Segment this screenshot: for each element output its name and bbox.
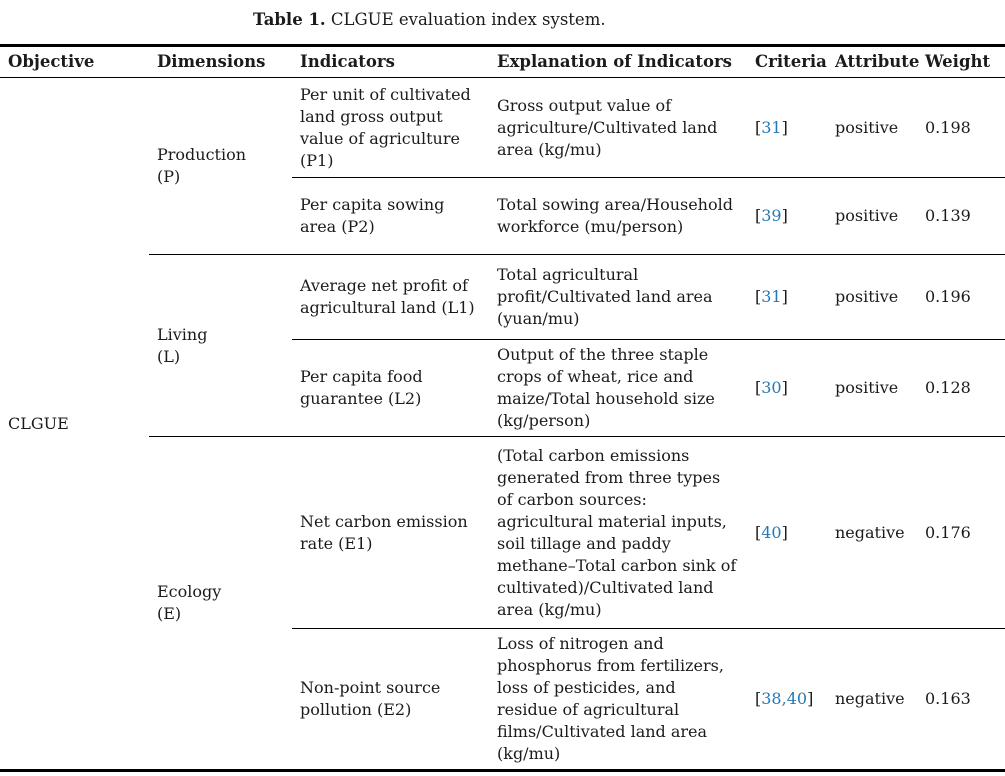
table-row-l1: Living (L) Average net profit of agricul… [0,254,1005,437]
column-header-attribute: Attribute [827,45,919,78]
header-row: Objective Dimensions Indicators Explanat… [0,45,1005,78]
criteria-cell: [38,40] [747,628,827,771]
evaluation-index-table: Objective Dimensions Indicators Explanat… [0,44,1005,772]
citation-link[interactable]: 31 [761,117,782,137]
bracket-open: [ [755,689,762,708]
attribute-cell: negative [827,436,917,629]
weight-cell: 0.163 [917,628,1005,771]
weight-cell: 0.139 [917,177,1005,255]
bracket-close: ] [781,378,788,397]
bracket-close: ] [781,522,788,542]
indicator-cell: Non-point source pollution (E2) [292,628,489,771]
column-header-explanation: Explanation of Indicators [489,45,747,78]
explanation-cell: Total agricultural profit/Cultivated lan… [489,254,747,340]
attribute-cell: negative [827,628,917,771]
dimension-cell-ecology: Ecology (E) [149,436,292,771]
citation-link[interactable]: 31 [761,287,782,306]
bracket-close: ] [807,689,814,708]
table-caption-label: Table 1. [253,10,326,29]
bracket-open: [ [755,206,762,225]
bracket-open: [ [755,378,762,397]
criteria-cell: [39] [747,177,827,255]
table-caption: Table 1. CLGUE evaluation index system. [253,9,606,31]
table-row-e2: Non-point source pollution (E2) Loss of … [0,628,1005,771]
weight-cell: 0.196 [917,254,1005,340]
bracket-close: ] [781,287,788,306]
explanation-cell: Output of the three staple crops of whea… [489,339,747,437]
indicator-cell: Per capita food guarantee (L2) [292,339,489,437]
dimension-cell-production: Production (P) [157,145,247,186]
criteria-cell: [40] [747,436,827,629]
attribute-cell: positive [827,254,917,340]
indicator-cell: Per unit of cultivated land gross output… [300,84,471,170]
explanation-cell: Gross output value of agriculture/Cultiv… [497,95,718,159]
weight-cell: 0.176 [917,436,1005,629]
bracket-close: ] [781,117,788,137]
bracket-open: [ [755,522,762,542]
citation-link[interactable]: 40 [761,522,782,542]
table-caption-text: CLGUE evaluation index system. [330,10,606,29]
citation-link[interactable]: 30 [761,378,782,397]
attribute-cell: positive [827,177,917,255]
objective-cell: CLGUE [8,413,69,433]
attribute-cell: positive [835,117,899,137]
bracket-close: ] [781,206,788,225]
attribute-cell: positive [827,339,917,437]
bracket-open: [ [755,117,762,137]
explanation-cell: (Total carbon emissions generated from t… [489,436,747,629]
column-header-objective: Objective [0,45,149,78]
indicator-cell: Per capita sowing area (P2) [292,177,489,255]
bracket-open: [ [755,287,762,306]
criteria-cell: [31] [747,78,827,178]
criteria-cell: [31] [747,254,827,340]
weight-cell: 0.128 [917,339,1005,437]
column-header-weight: Weight [917,45,1005,78]
explanation-cell: Loss of nitrogen and phosphorus from fer… [489,628,747,771]
table-row-e1: Ecology (E) Net carbon emission rate (E1… [0,436,1005,771]
table-row-p1: CLGUE Production (P) Per unit of cultiva… [0,78,1005,433]
column-header-dimensions: Dimensions [149,45,292,78]
table-row-p2: Per capita sowing area (P2) Total sowing… [0,177,1005,255]
column-header-indicators: Indicators [292,45,489,78]
indicator-cell: Net carbon emission rate (E1) [292,436,489,629]
column-header-criteria: Criteria [747,45,827,78]
criteria-cell: [30] [747,339,827,437]
citation-link[interactable]: 38,40 [761,689,808,708]
citation-link[interactable]: 39 [761,206,782,225]
dimension-cell-living: Living (L) [149,254,292,437]
indicator-cell: Average net profit of agricultural land … [292,254,489,340]
table-row-l2: Per capita food guarantee (L2) Output of… [0,339,1005,437]
weight-cell: 0.198 [925,117,971,137]
explanation-cell: Total sowing area/Household workforce (m… [489,177,747,255]
